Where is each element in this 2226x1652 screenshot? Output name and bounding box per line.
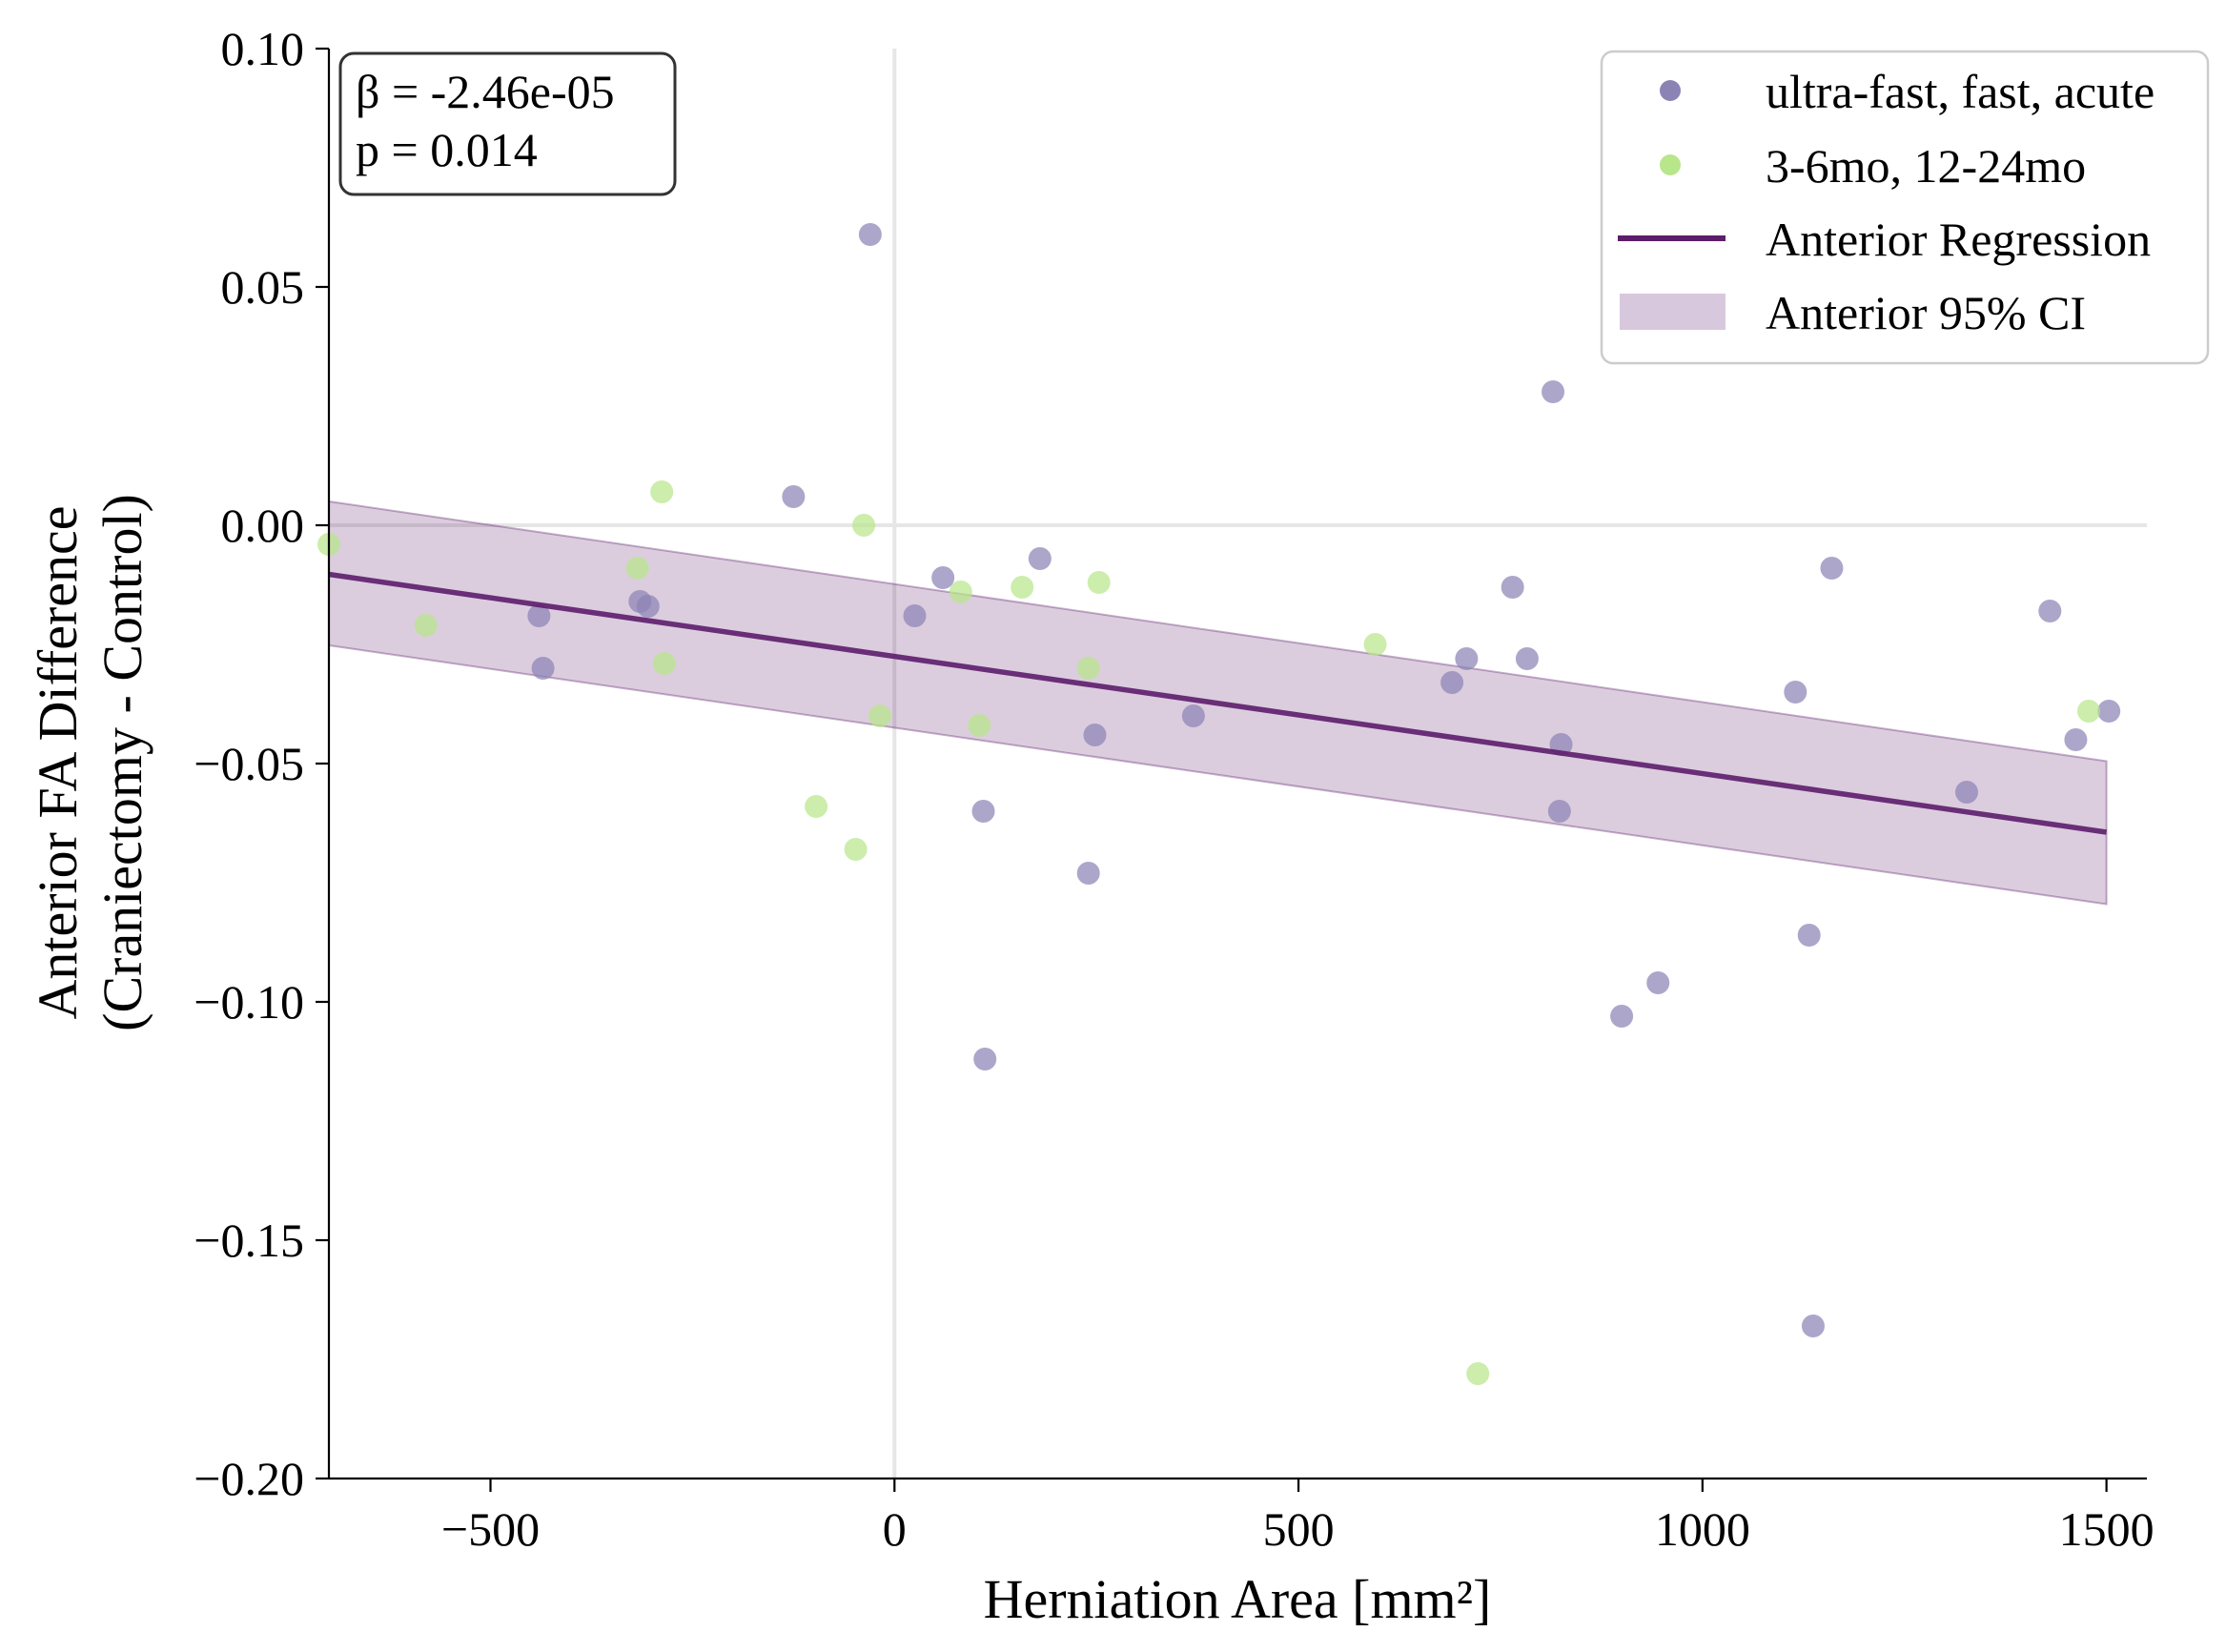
y-tick-label: −0.05 [194,737,304,790]
data-point-series-2-12 [1011,576,1034,599]
scatter-points-layer [317,223,2121,1385]
legend-frame [1600,50,2210,365]
data-point-series-1-12 [1076,862,1100,885]
legend-patch-swatch [1620,294,1726,330]
legend-entries: ultra-fast, fast, acute 3-6mo, 12-24mo Ant… [1618,65,2155,339]
reference-lines [329,49,2147,1479]
data-point-series-2-15 [1363,633,1387,656]
data-point-series-1-25 [1797,924,1821,947]
y-tick-label: −0.15 [194,1214,304,1267]
data-point-series-2-6 [852,514,876,537]
data-point-series-1-19 [1542,380,1565,403]
data-point-series-1-29 [2038,600,2062,622]
data-point-series-2-17 [2076,700,2100,723]
data-point-series-1-13 [1083,724,1107,746]
legend-label-3: Anterior Regression [1766,213,2151,266]
data-point-series-2-14 [1087,571,1111,594]
data-point-series-1-30 [2064,728,2088,751]
data-point-series-1-2 [782,485,806,508]
data-point-series-2-8 [844,838,868,861]
y-ticks: 0.10 0.05 0.00 −0.05 −0.10 −0.15 −0.20 [194,22,329,1505]
data-point-series-1-5 [636,595,660,618]
data-point-series-1-28 [1954,781,1978,804]
legend: ultra-fast, fast, acute 3-6mo, 12-24mo Ant… [1600,50,2210,365]
data-point-series-1-23 [1646,971,1670,994]
data-point-series-2-9 [805,795,828,818]
legend-label-1: ultra-fast, fast, acute [1766,65,2155,118]
data-point-series-2-5 [625,557,649,580]
y-axis-label-line-2: (Craniectomy - Control) [92,494,153,1031]
data-point-series-2-10 [949,581,972,603]
legend-label-2: 3-6mo, 12-24mo [1766,139,2086,193]
data-point-series-1-6 [531,657,555,680]
data-point-series-1-26 [1801,1315,1825,1337]
x-tick-label: 0 [883,1502,907,1556]
y-axis-label: Anterior FA Difference (Craniectomy - Co… [27,494,153,1031]
x-tick-label: 1500 [2059,1502,2155,1556]
data-point-series-1-17 [1501,576,1524,599]
data-point-series-1-1 [858,223,882,246]
data-point-series-1-24 [1784,681,1807,704]
regression-line-layer [328,571,2108,835]
x-ticks: −500 0 500 1000 1500 [441,1479,2155,1556]
y-tick-label: −0.10 [194,975,304,1029]
x-tick-label: −500 [441,1502,540,1556]
data-point-series-1-18 [1515,647,1539,670]
data-point-series-2-2 [414,614,438,637]
x-tick-label: 1000 [1655,1502,1750,1556]
data-point-series-2-11 [968,714,991,737]
y-tick-label: 0.10 [221,22,305,75]
y-tick-label: 0.00 [221,499,305,552]
data-point-series-1-9 [1028,547,1052,570]
data-point-series-1-22 [1610,1005,1634,1028]
data-point-series-1-11 [973,1048,997,1071]
y-axis-label-line-1: Anterior FA Difference [27,506,89,1020]
data-point-series-2-4 [652,652,676,675]
data-point-series-1-14 [1181,704,1205,727]
data-point-series-1-3 [527,604,551,627]
axes: −500 0 500 1000 1500 0.10 0.05 0.00 −0.05 −0.10 −… [194,22,2154,1556]
regression-line [328,571,2108,835]
data-point-series-2-7 [868,704,892,727]
stats-annotation-box: β = -2.46e-05 p = 0.014 [338,51,677,196]
x-tick-label: 500 [1263,1502,1335,1556]
data-point-series-1-7 [903,604,927,627]
data-point-series-2-3 [650,480,674,503]
data-point-series-1-15 [1440,671,1464,694]
legend-marker-2 [1660,154,1681,175]
beta-annotation: β = -2.46e-05 [356,65,615,118]
legend-label-4: Anterior 95% CI [1766,286,2086,339]
data-point-series-1-10 [971,800,995,823]
data-point-series-1-27 [1820,557,1844,580]
data-point-series-1-8 [931,566,955,589]
y-tick-label: 0.05 [221,260,305,314]
data-point-series-2-13 [1076,657,1100,680]
data-point-series-1-31 [2097,700,2121,723]
legend-marker-1 [1660,80,1681,101]
data-point-series-1-16 [1455,647,1479,670]
p-value-annotation: p = 0.014 [356,123,538,176]
stats-box-frame [338,51,677,196]
data-point-series-1-21 [1547,800,1571,823]
data-point-series-2-16 [1466,1362,1490,1385]
x-axis-label: Herniation Area [mm²] [984,1568,1492,1630]
y-tick-label: −0.20 [194,1452,304,1505]
